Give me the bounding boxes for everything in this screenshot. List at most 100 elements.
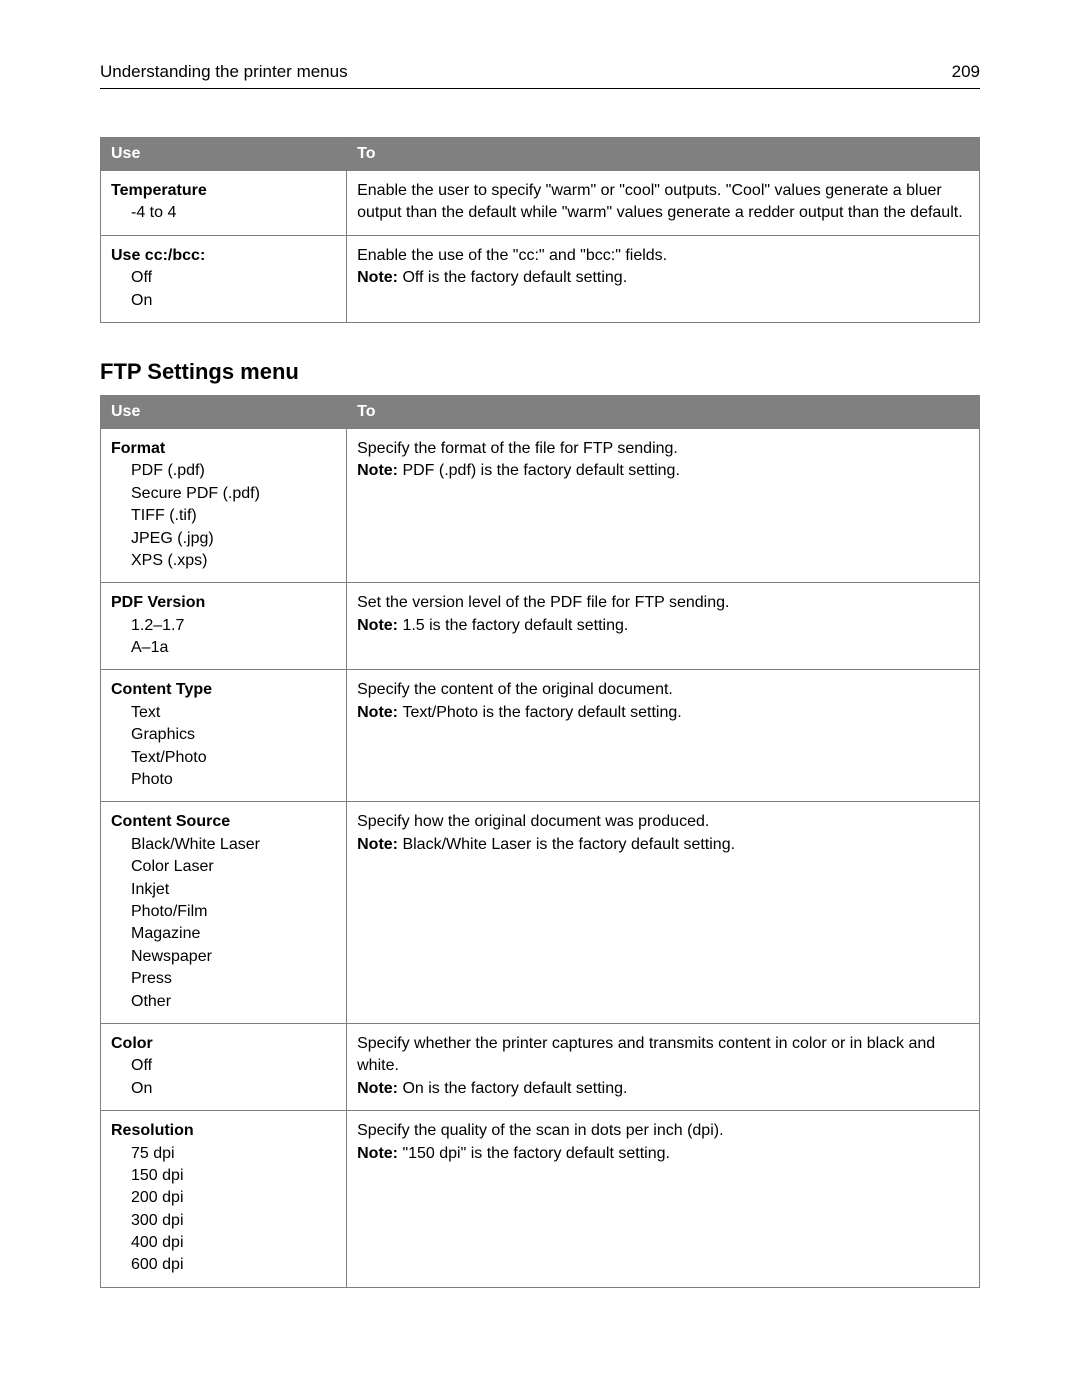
description: Specify the content of the original docu… — [357, 679, 969, 701]
table-row: Content Type Text Graphics Text/Photo Ph… — [101, 670, 980, 802]
option-item: 75 dpi — [131, 1143, 336, 1165]
option-title: Format — [111, 438, 336, 460]
to-cell: Specify the content of the original docu… — [347, 670, 980, 802]
to-cell: Specify the quality of the scan in dots … — [347, 1111, 980, 1288]
option-item: Press — [131, 968, 336, 990]
description: Enable the use of the "cc:" and "bcc:" f… — [357, 245, 969, 267]
description: Set the version level of the PDF file fo… — [357, 592, 969, 614]
option-list: Black/White Laser Color Laser Inkjet Pho… — [111, 834, 336, 1013]
to-cell: Enable the user to specify "warm" or "co… — [347, 171, 980, 236]
use-cell: Use cc:/bcc: Off On — [101, 235, 347, 322]
note-text: "150 dpi" is the factory default setting… — [402, 1145, 670, 1162]
option-item: PDF (.pdf) — [131, 460, 336, 482]
header-page-number: 209 — [952, 62, 980, 82]
description: Specify the quality of the scan in dots … — [357, 1120, 969, 1142]
option-item: JPEG (.jpg) — [131, 528, 336, 550]
table2-col-to: To — [347, 395, 980, 428]
note-line: Note: PDF (.pdf) is the factory default … — [357, 460, 969, 482]
use-cell: Content Source Black/White Laser Color L… — [101, 802, 347, 1024]
option-title: Use cc:/bcc: — [111, 245, 336, 267]
use-cell: Format PDF (.pdf) Secure PDF (.pdf) TIFF… — [101, 428, 347, 582]
note-line: Note: On is the factory default setting. — [357, 1078, 969, 1100]
option-item: Text — [131, 702, 336, 724]
option-item: 200 dpi — [131, 1187, 336, 1209]
option-list: 75 dpi 150 dpi 200 dpi 300 dpi 400 dpi 6… — [111, 1143, 336, 1277]
option-title: Content Source — [111, 811, 336, 833]
option-list: Off On — [111, 1055, 336, 1100]
table-ftp-settings: Use To Format PDF (.pdf) Secure PDF (.pd… — [100, 395, 980, 1288]
table-email-settings: Use To Temperature -4 to 4 Enable the us… — [100, 137, 980, 323]
option-item: Secure PDF (.pdf) — [131, 483, 336, 505]
option-list: PDF (.pdf) Secure PDF (.pdf) TIFF (.tif)… — [111, 460, 336, 572]
option-item: Photo — [131, 769, 336, 791]
option-item: TIFF (.tif) — [131, 505, 336, 527]
note-label: Note: — [357, 462, 402, 479]
note-label: Note: — [357, 1145, 402, 1162]
option-title: Content Type — [111, 679, 336, 701]
table2-body: Format PDF (.pdf) Secure PDF (.pdf) TIFF… — [101, 428, 980, 1287]
option-item: 600 dpi — [131, 1254, 336, 1276]
use-cell: Temperature -4 to 4 — [101, 171, 347, 236]
option-list: 1.2–1.7 A–1a — [111, 615, 336, 660]
note-text: On is the factory default setting. — [402, 1080, 627, 1097]
note-text: Off is the factory default setting. — [402, 269, 627, 286]
option-item: 400 dpi — [131, 1232, 336, 1254]
table-row: Use cc:/bcc: Off On Enable the use of th… — [101, 235, 980, 322]
table-row: Content Source Black/White Laser Color L… — [101, 802, 980, 1024]
option-title: Temperature — [111, 180, 336, 202]
to-cell: Specify how the original document was pr… — [347, 802, 980, 1024]
page-header: Understanding the printer menus 209 — [100, 62, 980, 89]
option-list: Off On — [111, 267, 336, 312]
option-title: PDF Version — [111, 592, 336, 614]
header-title: Understanding the printer menus — [100, 62, 348, 82]
option-item: Other — [131, 991, 336, 1013]
table-row: Resolution 75 dpi 150 dpi 200 dpi 300 dp… — [101, 1111, 980, 1288]
option-item: On — [131, 1078, 336, 1100]
use-cell: Color Off On — [101, 1023, 347, 1110]
option-list: Text Graphics Text/Photo Photo — [111, 702, 336, 792]
option-item: A–1a — [131, 637, 336, 659]
use-cell: Content Type Text Graphics Text/Photo Ph… — [101, 670, 347, 802]
option-item: -4 to 4 — [131, 202, 336, 224]
note-line: Note: "150 dpi" is the factory default s… — [357, 1143, 969, 1165]
note-line: Note: Text/Photo is the factory default … — [357, 702, 969, 724]
table-row: PDF Version 1.2–1.7 A–1a Set the version… — [101, 583, 980, 670]
table1-col-use: Use — [101, 138, 347, 171]
option-item: Magazine — [131, 923, 336, 945]
option-title: Resolution — [111, 1120, 336, 1142]
option-item: Inkjet — [131, 879, 336, 901]
to-cell: Enable the use of the "cc:" and "bcc:" f… — [347, 235, 980, 322]
description: Specify how the original document was pr… — [357, 811, 969, 833]
option-item: 1.2–1.7 — [131, 615, 336, 637]
option-item: Color Laser — [131, 856, 336, 878]
note-text: PDF (.pdf) is the factory default settin… — [402, 462, 679, 479]
description: Specify the format of the file for FTP s… — [357, 438, 969, 460]
note-label: Note: — [357, 836, 402, 853]
note-label: Note: — [357, 704, 402, 721]
option-item: Black/White Laser — [131, 834, 336, 856]
description: Enable the user to specify "warm" or "co… — [357, 180, 969, 225]
option-item: 150 dpi — [131, 1165, 336, 1187]
use-cell: PDF Version 1.2–1.7 A–1a — [101, 583, 347, 670]
table-row: Format PDF (.pdf) Secure PDF (.pdf) TIFF… — [101, 428, 980, 582]
option-item: Newspaper — [131, 946, 336, 968]
note-line: Note: 1.5 is the factory default setting… — [357, 615, 969, 637]
table1-col-to: To — [347, 138, 980, 171]
table2-col-use: Use — [101, 395, 347, 428]
option-item: Photo/Film — [131, 901, 336, 923]
option-title: Color — [111, 1033, 336, 1055]
option-item: Graphics — [131, 724, 336, 746]
description: Specify whether the printer captures and… — [357, 1033, 969, 1078]
note-label: Note: — [357, 1080, 402, 1097]
note-text: 1.5 is the factory default setting. — [402, 617, 628, 634]
option-item: 300 dpi — [131, 1210, 336, 1232]
table-row: Temperature -4 to 4 Enable the user to s… — [101, 171, 980, 236]
option-item: Off — [131, 267, 336, 289]
to-cell: Specify the format of the file for FTP s… — [347, 428, 980, 582]
note-line: Note: Black/White Laser is the factory d… — [357, 834, 969, 856]
use-cell: Resolution 75 dpi 150 dpi 200 dpi 300 dp… — [101, 1111, 347, 1288]
to-cell: Specify whether the printer captures and… — [347, 1023, 980, 1110]
section-title-ftp: FTP Settings menu — [100, 359, 980, 385]
option-item: On — [131, 290, 336, 312]
note-line: Note: Off is the factory default setting… — [357, 267, 969, 289]
